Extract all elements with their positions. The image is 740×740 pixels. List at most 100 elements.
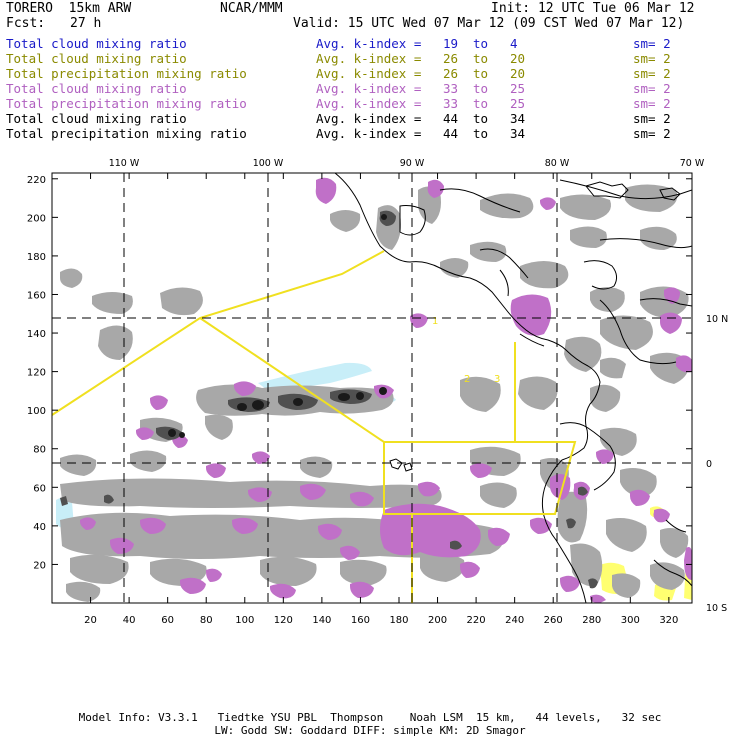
legend-to: to [473,96,489,111]
legend-k1: 44 [443,111,459,126]
legend-row: Total precipitation mixing ratio Avg. k-i… [6,126,734,141]
x-tick-label: 260 [544,615,563,626]
legend-avg: Avg. k-index = [316,36,422,51]
y-tick-label: 120 [27,368,46,379]
x-tick-label: 100 [235,615,254,626]
x-tick-label: 140 [312,615,331,626]
longitude-label: 90 W [400,158,425,169]
y-tick-label: 60 [33,483,46,494]
y-tick-label: 220 [27,175,46,186]
x-tick-label: 20 [84,615,97,626]
latitude-label: 0 [706,459,712,470]
legend-avg: Avg. k-index = [316,111,422,126]
legend-sm: sm= 2 [633,51,671,66]
x-tick-label: 200 [428,615,447,626]
legend-to: to [473,66,489,81]
domain-labels: 1 2 3 [432,316,500,385]
legend-field: Total cloud mixing ratio [6,111,187,126]
legend-field: Total cloud mixing ratio [6,81,187,96]
legend-k2: 20 [510,66,526,81]
map-frame [51,172,693,604]
legend-to: to [473,126,489,141]
legend-k2: 34 [510,111,526,126]
x-tick-label: 280 [582,615,601,626]
lat-lon-grid [52,173,692,603]
legend-avg: Avg. k-index = [316,126,422,141]
legend-k2: 34 [510,126,526,141]
legend-row: Total precipitation mixing ratio Avg. k-i… [6,96,734,111]
y-tick-label: 100 [27,406,46,417]
legend-row: Total cloud mixing ratio Avg. k-index = 26… [6,51,734,66]
x-tick-label: 160 [351,615,370,626]
legend-field: Total cloud mixing ratio [6,36,187,51]
legend-avg: Avg. k-index = [316,81,422,96]
legend-k1: 19 [443,36,459,51]
legend-sm: sm= 2 [633,36,671,51]
legend-k1: 33 [443,96,459,111]
x-tick-label: 240 [505,615,524,626]
legend-field: Total precipitation mixing ratio [6,96,247,111]
x-tick-label: 180 [389,615,408,626]
x-tick-label: 300 [621,615,640,626]
valid-time: Valid: 15 UTC Wed 07 Mar 12 (09 CST Wed … [293,16,685,31]
x-tick-label: 80 [200,615,213,626]
legend-avg: Avg. k-index = [316,66,422,81]
legend-k2: 4 [510,36,518,51]
legend-to: to [473,36,489,51]
x-tick-label: 40 [123,615,136,626]
longitude-label: 80 W [545,158,570,169]
fcst-label: Fcst: [6,16,46,31]
fcst-value: 27 h [70,16,102,31]
legend-k2: 20 [510,51,526,66]
legend-k1: 44 [443,126,459,141]
legend-k1: 26 [443,51,459,66]
legend-sm: sm= 2 [633,111,671,126]
axis-ticks [52,173,692,603]
legend-row: Total cloud mixing ratio Avg. k-index = 44… [6,111,734,126]
center-title: NCAR/MMM [220,1,283,16]
model-title: TORERO 15km ARW [6,1,132,16]
legend-avg: Avg. k-index = [316,96,422,111]
svg-text:2: 2 [464,374,470,385]
y-tick-label: 200 [27,213,46,224]
init-time: Init: 12 UTC Tue 06 Mar 12 [491,1,695,16]
svg-text:1: 1 [432,316,438,327]
legend-k2: 25 [510,81,526,96]
legend-row: Total cloud mixing ratio Avg. k-index = 19… [6,36,734,51]
model-info-line1: Model Info: V3.3.1 Tiedtke YSU PBL Thomp… [78,711,662,724]
precip-purple-field [80,177,692,603]
legend-avg: Avg. k-index = [316,51,422,66]
legend-sm: sm= 2 [633,96,671,111]
model-info-line2: LW: Godd SW: Goddard DIFF: simple KM: 2D… [214,724,526,737]
legend-k1: 33 [443,81,459,96]
legend-sm: sm= 2 [633,126,671,141]
legend-row: Total precipitation mixing ratio Avg. k-i… [6,66,734,81]
legend-field: Total precipitation mixing ratio [6,66,247,81]
legend-row: Total cloud mixing ratio Avg. k-index = 33… [6,81,734,96]
legend-to: to [473,111,489,126]
y-tick-label: 140 [27,329,46,340]
latitude-label: 10 S [706,603,727,614]
longitude-label: 100 W [253,158,284,169]
latitude-label: 10 N [706,314,728,325]
x-tick-label: 120 [274,615,293,626]
y-tick-label: 160 [27,290,46,301]
domain-boundaries [52,250,577,603]
svg-text:3: 3 [494,374,500,385]
legend-k2: 25 [510,96,526,111]
longitude-label: 70 W [680,158,705,169]
y-tick-label: 20 [33,560,46,571]
y-tick-label: 180 [27,252,46,263]
legend-field: Total cloud mixing ratio [6,51,187,66]
y-tick-label: 40 [33,522,46,533]
legend-k1: 26 [443,66,459,81]
legend-field: Total precipitation mixing ratio [6,126,247,141]
longitude-label: 110 W [109,158,140,169]
x-tick-label: 60 [161,615,174,626]
x-tick-label: 220 [467,615,486,626]
legend-sm: sm= 2 [633,66,671,81]
legend-to: to [473,81,489,96]
legend-to: to [473,51,489,66]
cloud-core-field [168,214,387,438]
